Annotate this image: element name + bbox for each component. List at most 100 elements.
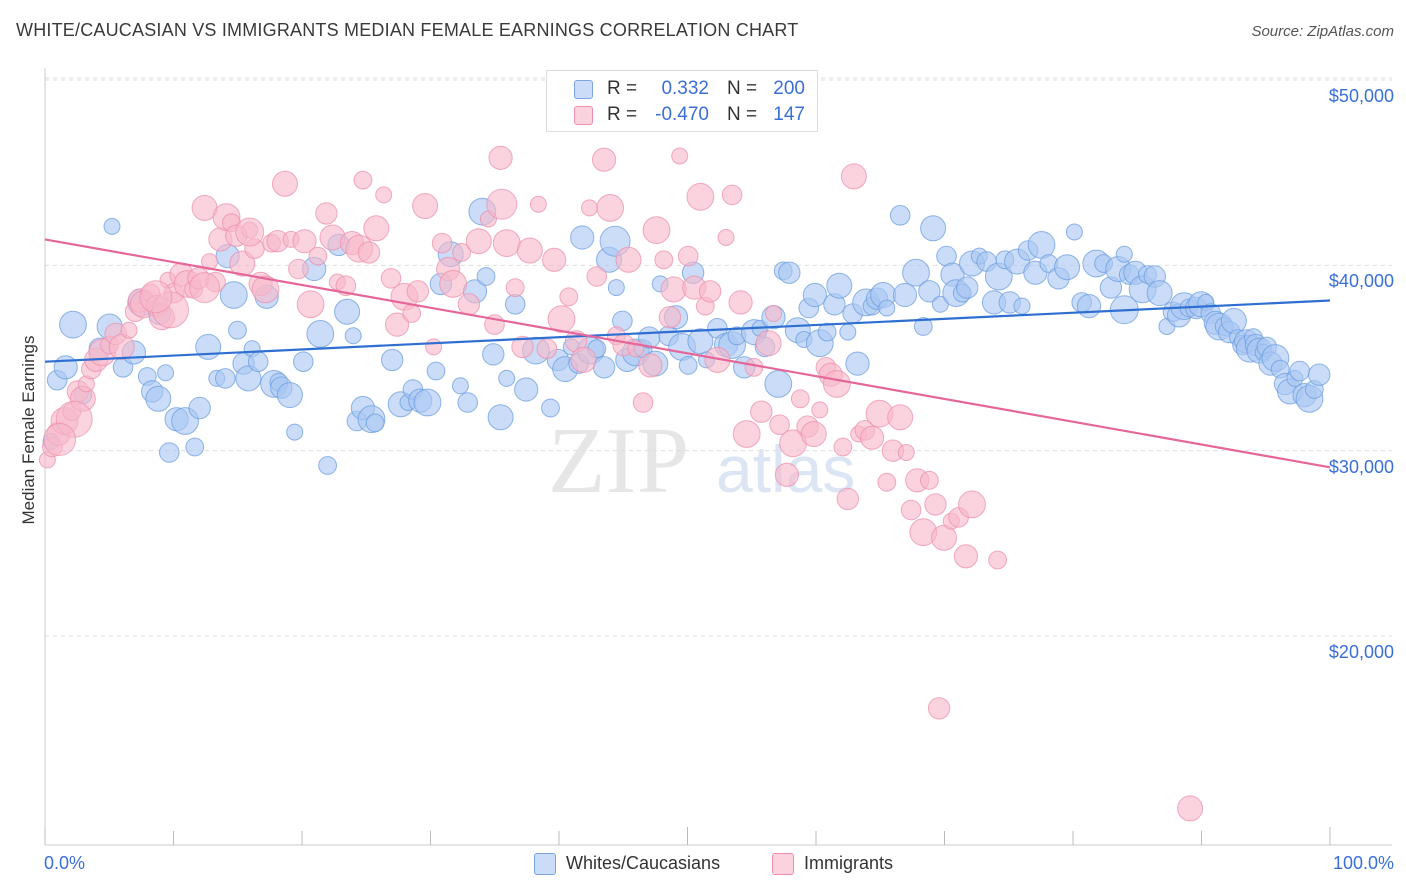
point-immigrants [380, 268, 402, 289]
point-immigrants [732, 420, 761, 448]
legend-n-value: 147 [773, 104, 805, 125]
point-immigrants [822, 370, 851, 398]
point-whites [920, 215, 947, 242]
point-immigrants [251, 275, 280, 304]
legend-r-value: -0.470 [655, 104, 709, 125]
point-immigrants [774, 462, 800, 487]
point-whites [541, 398, 560, 418]
point-immigrants [920, 470, 939, 490]
point-immigrants [296, 290, 325, 319]
point-immigrants [800, 421, 827, 447]
point-immigrants [958, 490, 986, 519]
point-immigrants [488, 145, 513, 170]
point-immigrants [836, 487, 859, 511]
point-whites [59, 310, 87, 339]
point-whites [286, 423, 304, 441]
point-whites [892, 282, 918, 308]
point-whites [344, 327, 362, 345]
point-immigrants [108, 333, 135, 360]
bottom-legend-label-immigrants: Immigrants [804, 853, 894, 873]
point-whites [913, 317, 933, 336]
bottom-legend-label-whites: Whites/Caucasians [566, 853, 721, 873]
point-whites [482, 343, 505, 366]
point-immigrants [357, 241, 381, 264]
point-immigrants [547, 305, 576, 334]
trend-line-immigrants [44, 238, 1331, 469]
bottom-legend-swatch-whites [534, 853, 556, 875]
point-whites [802, 282, 828, 308]
point-immigrants [840, 163, 867, 190]
point-whites [902, 258, 930, 287]
point-immigrants [465, 228, 492, 255]
point-whites [53, 355, 78, 380]
point-whites [195, 333, 222, 360]
point-immigrants [927, 697, 951, 720]
point-whites [426, 361, 446, 381]
point-immigrants [353, 170, 373, 190]
point-immigrants [308, 246, 328, 266]
point-whites [381, 348, 404, 372]
point-whites [1146, 280, 1173, 307]
point-whites [235, 365, 262, 392]
point-immigrants [292, 229, 317, 254]
point-whites [687, 328, 714, 355]
bottom-legend-swatch-immigrants [772, 853, 794, 875]
point-immigrants [272, 170, 298, 197]
point-whites [306, 320, 335, 348]
point-whites [504, 294, 526, 315]
point-whites [498, 369, 516, 387]
point-immigrants [452, 243, 472, 262]
x-tick-label-min: 0.0% [44, 853, 86, 873]
point-immigrants [988, 550, 1007, 570]
point-immigrants [457, 293, 481, 316]
point-immigrants [431, 232, 453, 254]
y-tick-label: $20,000 [1328, 642, 1394, 662]
point-whites [413, 388, 442, 417]
point-immigrants [425, 338, 443, 356]
legend-r-value: 0.332 [661, 78, 709, 99]
point-immigrants [811, 401, 829, 419]
point-immigrants [755, 330, 782, 357]
point-immigrants [596, 194, 625, 222]
point-whites [293, 351, 314, 373]
point-whites [185, 437, 205, 457]
point-immigrants [900, 499, 922, 521]
point-immigrants [750, 400, 773, 423]
point-immigrants [139, 280, 173, 314]
point-immigrants [615, 246, 642, 273]
point-whites [103, 217, 121, 235]
point-whites [607, 279, 625, 297]
point-immigrants [229, 250, 256, 277]
point-immigrants [953, 544, 979, 569]
point-immigrants [486, 188, 518, 220]
point-whites [678, 356, 698, 375]
point-whites [476, 267, 496, 286]
point-whites [845, 351, 870, 376]
point-immigrants [385, 312, 410, 337]
point-immigrants [412, 193, 439, 219]
point-immigrants [511, 335, 534, 359]
legend-r-label: R = [607, 104, 638, 125]
point-whites [570, 225, 595, 250]
point-whites [1115, 245, 1133, 263]
point-whites [778, 261, 801, 284]
point-immigrants [43, 423, 77, 456]
trend-lines [44, 238, 1331, 469]
source-label: Source: ZipAtlas.com [1251, 23, 1394, 40]
point-immigrants [189, 272, 221, 304]
point-whites [247, 351, 269, 373]
point-immigrants [671, 147, 689, 165]
point-immigrants [581, 199, 598, 217]
point-whites [592, 356, 616, 379]
point-whites [1220, 307, 1247, 334]
point-whites [878, 299, 896, 317]
point-whites [188, 396, 211, 420]
point-immigrants [406, 280, 429, 303]
point-immigrants [375, 186, 393, 204]
legend-n-label: N = [727, 78, 758, 99]
point-immigrants [559, 287, 579, 307]
point-whites [487, 404, 514, 431]
point-whites [918, 280, 941, 303]
point-immigrants [765, 305, 782, 322]
